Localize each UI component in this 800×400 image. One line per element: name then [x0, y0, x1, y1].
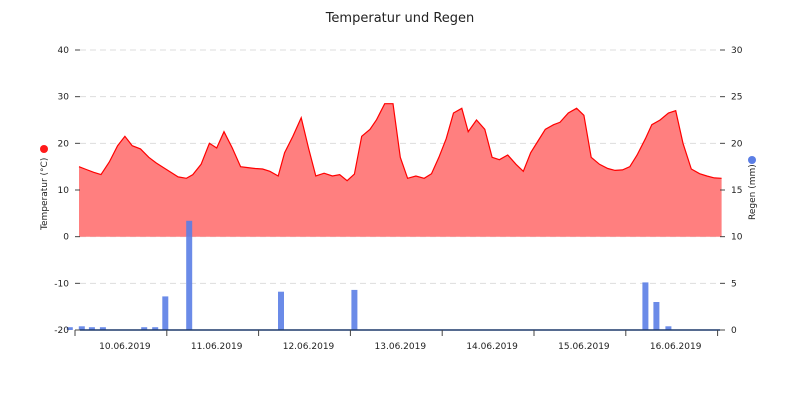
- rain-bar: [141, 327, 148, 330]
- rain-bar: [99, 327, 106, 330]
- rain-bar: [642, 282, 649, 330]
- right-axis-ticks: 30 25 20 15 10 5 0: [720, 46, 743, 336]
- right-tick-label: 30: [731, 46, 743, 56]
- axes: [74, 329, 720, 336]
- rain-bar: [66, 327, 73, 330]
- left-tick-label: -20: [54, 326, 69, 336]
- left-axis-title: Temperatur (°C): [40, 158, 50, 231]
- rain-bar: [186, 220, 193, 330]
- left-tick-label: 40: [58, 46, 70, 56]
- x-tick-label: 14.06.2019: [466, 342, 518, 352]
- x-tick-label: 15.06.2019: [558, 342, 610, 352]
- temperature-line: [78, 103, 722, 182]
- rain-bar: [278, 291, 284, 330]
- right-tick-label: 20: [731, 139, 743, 149]
- left-tick-label: 30: [58, 93, 70, 103]
- left-tick-label: 10: [58, 186, 70, 196]
- temperature-legend-marker: [40, 145, 48, 153]
- right-tick-label: 15: [731, 186, 742, 196]
- left-axis-ticks: 40 30 20 10 0 -10 -20: [54, 46, 80, 336]
- x-tick-label: 12.06.2019: [283, 342, 335, 352]
- right-tick-label: 0: [731, 326, 737, 336]
- rain-bar: [78, 326, 85, 330]
- chart-title: Temperatur und Regen: [325, 11, 475, 26]
- right-axis-title: Regen (mm): [748, 164, 758, 220]
- rain-legend-marker: [748, 156, 756, 164]
- rain-bars: [66, 220, 672, 330]
- right-tick-label: 25: [731, 93, 742, 103]
- rain-bar: [162, 296, 169, 330]
- temperature-area-fill: [79, 103, 722, 237]
- x-tick-label: 11.06.2019: [191, 342, 243, 352]
- x-tick-label: 13.06.2019: [375, 342, 427, 352]
- left-tick-label: 20: [58, 139, 70, 149]
- right-tick-label: 10: [731, 233, 743, 243]
- x-tick-label: 16.06.2019: [650, 342, 702, 352]
- rain-bar: [152, 327, 159, 330]
- right-tick-label: 5: [731, 279, 737, 289]
- rain-bar: [88, 327, 95, 330]
- left-tick-label: 0: [63, 233, 69, 243]
- rain-bar: [351, 289, 358, 330]
- x-axis-labels: 10.06.2019 11.06.2019 12.06.2019 13.06.2019…: [99, 342, 702, 352]
- x-tick-label: 10.06.2019: [99, 342, 151, 352]
- left-tick-label: -10: [54, 279, 69, 289]
- rain-bar: [653, 302, 660, 330]
- rain-bar: [665, 326, 672, 330]
- temperature-area: [78, 103, 722, 237]
